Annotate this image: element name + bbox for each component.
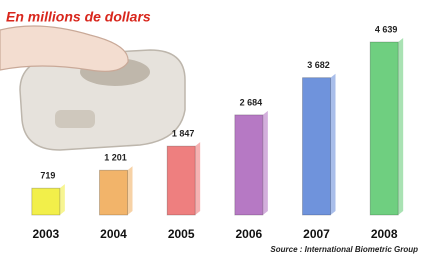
bar [100, 170, 128, 215]
bar-side [263, 111, 268, 215]
x-tick-label: 2004 [100, 227, 127, 241]
x-tick-label: 2008 [371, 227, 398, 241]
bar-side [195, 142, 200, 215]
chart-title: En millions de dollars [6, 9, 151, 25]
bar [370, 42, 398, 215]
bar-side [60, 184, 65, 215]
value-label: 2 684 [240, 97, 263, 107]
scanner-illustration [0, 26, 185, 150]
x-tick-label: 2005 [168, 227, 195, 241]
bar [303, 78, 331, 215]
chart: En millions de dollars Source : Internat… [0, 0, 424, 257]
bar [167, 146, 195, 215]
x-tick-label: 2007 [303, 227, 330, 241]
bar-side [398, 38, 403, 215]
value-label: 1 201 [104, 153, 127, 163]
value-label: 1 847 [172, 128, 195, 138]
bar-side [331, 74, 336, 215]
x-tick-label: 2003 [32, 227, 59, 241]
source-note: Source : International Biometric Group [270, 245, 418, 254]
bar-side [128, 166, 133, 215]
value-label: 3 682 [307, 60, 330, 70]
value-label: 719 [40, 171, 55, 181]
bar [32, 188, 60, 215]
value-label: 4 639 [375, 24, 398, 34]
x-tick-label: 2006 [235, 227, 262, 241]
bar [235, 115, 263, 215]
